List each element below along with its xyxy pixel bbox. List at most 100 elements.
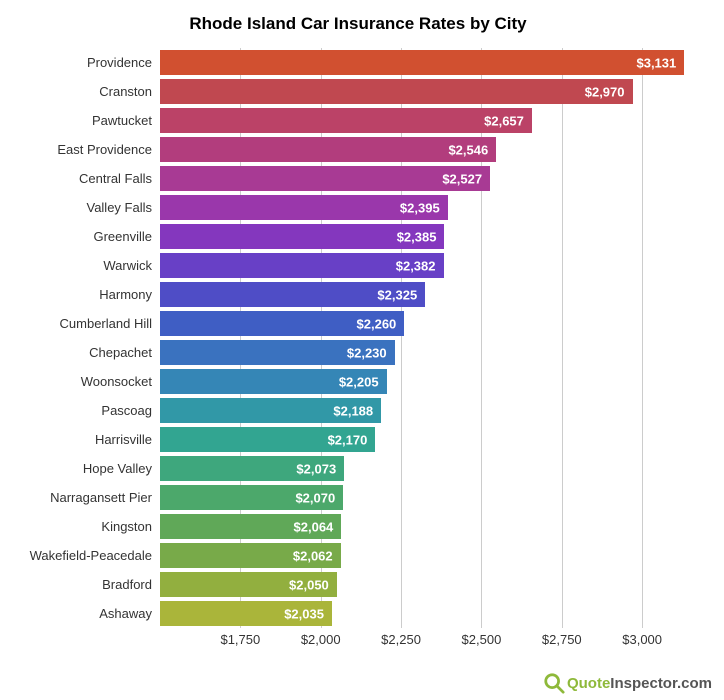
bar-area: $2,205 bbox=[160, 369, 706, 394]
bar-area: $2,260 bbox=[160, 311, 706, 336]
city-label: Kingston bbox=[10, 519, 160, 534]
bar-row: Woonsocket $2,205 bbox=[10, 367, 706, 396]
bar-row: Greenville $2,385 bbox=[10, 222, 706, 251]
x-tick-label: $2,250 bbox=[381, 632, 421, 647]
bar-area: $2,050 bbox=[160, 572, 706, 597]
bar-value-label: $2,170 bbox=[328, 432, 368, 447]
bar-area: $2,395 bbox=[160, 195, 706, 220]
bar-value-label: $2,205 bbox=[339, 374, 379, 389]
bar-row: Cranston$2,970 bbox=[10, 77, 706, 106]
x-tick-label: $2,000 bbox=[301, 632, 341, 647]
bar-area: $2,070 bbox=[160, 485, 706, 510]
bar: $2,064 bbox=[160, 514, 341, 539]
city-label: Warwick bbox=[10, 258, 160, 273]
bar-value-label: $2,385 bbox=[397, 229, 437, 244]
bar: $2,073 bbox=[160, 456, 344, 481]
bar-row: Providence$3,131 bbox=[10, 48, 706, 77]
bar-value-label: $2,064 bbox=[294, 519, 334, 534]
bar-area: $2,546 bbox=[160, 137, 706, 162]
attribution-text: QuoteInspector.com bbox=[567, 675, 712, 692]
bar-value-label: $2,260 bbox=[357, 316, 397, 331]
chart-container: Rhode Island Car Insurance Rates by City… bbox=[0, 0, 724, 700]
bar-value-label: $2,395 bbox=[400, 200, 440, 215]
city-label: Bradford bbox=[10, 577, 160, 592]
city-label: Woonsocket bbox=[10, 374, 160, 389]
magnifier-icon bbox=[543, 672, 565, 694]
bar-value-label: $2,527 bbox=[442, 171, 482, 186]
city-label: Harmony bbox=[10, 287, 160, 302]
bar-value-label: $2,050 bbox=[289, 577, 329, 592]
bar: $2,035 bbox=[160, 601, 332, 626]
bar-value-label: $2,325 bbox=[377, 287, 417, 302]
bar: $2,385 bbox=[160, 224, 444, 249]
bar-row: Wakefield-Peacedale $2,062 bbox=[10, 541, 706, 570]
city-label: Valley Falls bbox=[10, 200, 160, 215]
bar-value-label: $2,657 bbox=[484, 113, 524, 128]
city-label: Ashaway bbox=[10, 606, 160, 621]
bar-row: Ashaway$2,035 bbox=[10, 599, 706, 628]
bar-row: Pawtucket $2,657 bbox=[10, 106, 706, 135]
bar-area: $2,527 bbox=[160, 166, 706, 191]
bar-value-label: $2,382 bbox=[396, 258, 436, 273]
city-label: Cumberland Hill bbox=[10, 316, 160, 331]
bar: $2,062 bbox=[160, 543, 341, 568]
city-label: Chepachet bbox=[10, 345, 160, 360]
bar-row: Valley Falls $2,395 bbox=[10, 193, 706, 222]
x-tick-label: $2,500 bbox=[462, 632, 502, 647]
bar: $2,527 bbox=[160, 166, 490, 191]
bar-area: $2,035 bbox=[160, 601, 706, 626]
bar: $2,382 bbox=[160, 253, 444, 278]
bar-row: East Providence $2,546 bbox=[10, 135, 706, 164]
bar-area: $2,073 bbox=[160, 456, 706, 481]
bar-area: $2,657 bbox=[160, 108, 706, 133]
bar-row: Harrisville$2,170 bbox=[10, 425, 706, 454]
bar: $2,325 bbox=[160, 282, 425, 307]
bar-row: Kingston $2,064 bbox=[10, 512, 706, 541]
bar: $2,170 bbox=[160, 427, 375, 452]
bar-row: Warwick $2,382 bbox=[10, 251, 706, 280]
bar-area: $2,064 bbox=[160, 514, 706, 539]
bar-row: Cumberland Hill $2,260 bbox=[10, 309, 706, 338]
bar-value-label: $3,131 bbox=[636, 55, 676, 70]
city-label: Narragansett Pier bbox=[10, 490, 160, 505]
bar-area: $2,230 bbox=[160, 340, 706, 365]
city-label: Wakefield-Peacedale bbox=[10, 548, 160, 563]
bar-area: $3,131 bbox=[160, 50, 706, 75]
bar: $2,205 bbox=[160, 369, 387, 394]
bar-area: $2,382 bbox=[160, 253, 706, 278]
bar: $2,657 bbox=[160, 108, 532, 133]
city-label: East Providence bbox=[10, 142, 160, 157]
bar: $2,188 bbox=[160, 398, 381, 423]
bar-value-label: $2,970 bbox=[585, 84, 625, 99]
city-label: Greenville bbox=[10, 229, 160, 244]
bar-value-label: $2,546 bbox=[448, 142, 488, 157]
bar-row: Central Falls$2,527 bbox=[10, 164, 706, 193]
chart-title: Rhode Island Car Insurance Rates by City bbox=[10, 14, 706, 34]
bar: $2,050 bbox=[160, 572, 337, 597]
bar-area: $2,062 bbox=[160, 543, 706, 568]
bar-row: Pascoag $2,188 bbox=[10, 396, 706, 425]
bar-value-label: $2,062 bbox=[293, 548, 333, 563]
bar-value-label: $2,070 bbox=[295, 490, 335, 505]
bar: $3,131 bbox=[160, 50, 684, 75]
x-tick-label: $3,000 bbox=[622, 632, 662, 647]
city-label: Pascoag bbox=[10, 403, 160, 418]
bar: $2,070 bbox=[160, 485, 343, 510]
bar-row: Bradford $2,050 bbox=[10, 570, 706, 599]
bar-row: Narragansett Pier $2,070 bbox=[10, 483, 706, 512]
bar-rows: Providence$3,131Cranston$2,970 Pawtucket $… bbox=[10, 48, 706, 628]
bar: $2,546 bbox=[160, 137, 496, 162]
bar-value-label: $2,188 bbox=[333, 403, 373, 418]
x-axis: $1,750 $2,000 $2,250 $2,500 $2,750 $3,000 bbox=[160, 628, 700, 652]
x-tick-label: $1,750 bbox=[220, 632, 260, 647]
bar-area: $2,188 bbox=[160, 398, 706, 423]
bar: $2,230 bbox=[160, 340, 395, 365]
x-tick-label: $2,750 bbox=[542, 632, 582, 647]
bar-row: Chepachet$2,230 bbox=[10, 338, 706, 367]
bar-row: Hope Valley$2,073 bbox=[10, 454, 706, 483]
attribution: QuoteInspector.com bbox=[543, 672, 712, 694]
bar-row: Harmony $2,325 bbox=[10, 280, 706, 309]
bar: $2,260 bbox=[160, 311, 404, 336]
city-label: Pawtucket bbox=[10, 113, 160, 128]
bar-area: $2,325 bbox=[160, 282, 706, 307]
